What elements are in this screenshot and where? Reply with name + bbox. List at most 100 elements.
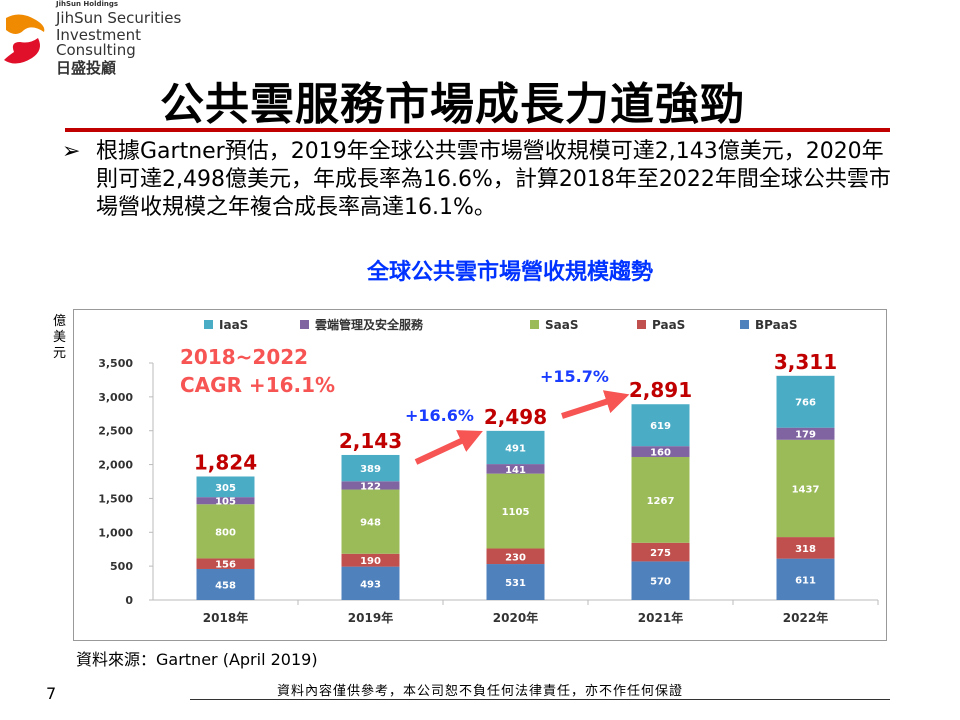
legend-swatch-IaaS (204, 320, 213, 329)
bar-value-label: 141 (505, 465, 526, 476)
growth-arrow-2021 (561, 390, 630, 419)
bullet-text: 根據Gartner預估，2019年全球公共雲市場營收規模可達2,143億美元，2… (96, 139, 891, 220)
bar-雲端管理及安全服務-2021年 (631, 446, 690, 457)
title-divider (65, 128, 890, 132)
legend-label: IaaS (219, 318, 248, 332)
bar-雲端管理及安全服務-2018年 (196, 497, 255, 505)
bar-SaaS-2020年 (486, 473, 545, 549)
y-tick-label: 2,000 (98, 459, 133, 472)
bar-value-label: 179 (795, 430, 816, 441)
logo: JihSun Holdings JihSun Securities Invest… (0, 0, 215, 76)
bar-PaaS-2022年 (776, 537, 835, 559)
x-tick-label: 2019年 (348, 610, 393, 625)
bar-IaaS-2019年 (341, 454, 400, 482)
logo-chinese: 日盛投顧 (56, 59, 117, 77)
bar-value-label: 531 (505, 578, 526, 589)
bar-PaaS-2019年 (341, 553, 400, 567)
bar-SaaS-2021年 (631, 456, 690, 543)
bar-SaaS-2018年 (196, 504, 255, 559)
logo-line1: JihSun Securities (56, 9, 182, 27)
growth-label-2020: +16.6% (405, 406, 474, 425)
bar-BPaaS-2020年 (486, 564, 545, 600)
bar-雲端管理及安全服務-2022年 (776, 427, 835, 440)
disclaimer: 資料內容僅供參考，本公司恕不負任何法律責任，亦不作任何保證 (276, 684, 683, 699)
cagr-label-line2: CAGR +16.1% (180, 373, 335, 397)
bar-SaaS-2022年 (776, 439, 835, 538)
bar-value-label: 1105 (502, 507, 530, 518)
bar-value-label: 305 (215, 483, 236, 494)
bar-value-label: 190 (360, 556, 381, 567)
legend-label: SaaS (545, 318, 578, 332)
bar-PaaS-2020年 (486, 548, 545, 565)
total-label: 1,824 (194, 450, 257, 474)
y-tick-label: 500 (110, 560, 133, 573)
chart-title: 全球公共雲市場營收規模趨勢 (366, 260, 653, 285)
bar-IaaS-2018年 (196, 476, 255, 498)
bar-value-label: 570 (650, 577, 671, 588)
logo-mark-icon (4, 14, 45, 64)
bar-value-label: 493 (360, 579, 381, 590)
footer-divider (190, 699, 890, 700)
y-tick-label: 1,000 (98, 526, 133, 539)
bar-value-label: 491 (505, 443, 526, 454)
total-label: 2,143 (339, 429, 402, 453)
y-tick-label: 2,500 (98, 425, 133, 438)
bar-value-label: 230 (505, 552, 526, 563)
y-tick-label: 1,500 (98, 492, 133, 505)
bar-value-label: 948 (360, 518, 381, 529)
bar-IaaS-2022年 (776, 375, 835, 428)
legend-swatch-PaaS (637, 320, 646, 329)
bar-value-label: 318 (795, 544, 816, 555)
bar-value-label: 619 (650, 421, 671, 432)
bar-value-label: 766 (795, 398, 816, 409)
y-tick-label: 3,500 (98, 357, 133, 370)
bar-BPaaS-2022年 (776, 558, 835, 600)
page-title: 公共雲服務市場成長力道強勁 (160, 79, 745, 130)
chart-frame (73, 309, 887, 641)
logo-line2: Investment Consulting (56, 26, 141, 59)
bar-BPaaS-2018年 (196, 568, 255, 600)
bar-雲端管理及安全服務-2020年 (486, 464, 545, 474)
bar-雲端管理及安全服務-2019年 (341, 481, 400, 490)
bar-value-label: 122 (360, 481, 381, 492)
cagr-label-line1: 2018~2022 (180, 345, 308, 369)
bar-SaaS-2019年 (341, 489, 400, 554)
bullet-point: ➢ 根據Gartner預估，2019年全球公共雲市場營收規模可達2,143億美元… (62, 138, 902, 222)
legend-label: 雲端管理及安全服務 (315, 317, 424, 332)
y-axis-label: 億美元 (53, 314, 67, 361)
growth-arrow-2020 (414, 430, 483, 465)
bar-value-label: 389 (360, 464, 381, 475)
x-tick-label: 2022年 (783, 610, 828, 625)
x-tick-label: 2021年 (638, 610, 683, 625)
y-tick-label: 3,000 (98, 391, 133, 404)
bar-IaaS-2021年 (631, 404, 690, 447)
bar-value-label: 1267 (647, 496, 675, 507)
legend-label: BPaaS (755, 318, 797, 332)
bar-value-label: 160 (650, 448, 671, 459)
total-label: 3,311 (774, 350, 837, 374)
bar-value-label: 800 (215, 527, 236, 538)
bar-value-label: 458 (215, 580, 236, 591)
growth-label-2021: +15.7% (540, 367, 609, 386)
x-tick-label: 2018年 (203, 610, 248, 625)
source-note: 資料來源：Gartner (April 2019) (76, 650, 318, 669)
total-label: 2,498 (484, 405, 547, 429)
x-tick-label: 2020年 (493, 610, 538, 625)
logo-holdings: JihSun Holdings (56, 0, 119, 8)
legend-label: PaaS (652, 318, 685, 332)
bar-BPaaS-2019年 (341, 566, 400, 600)
page-number: 7 (46, 684, 57, 703)
bar-PaaS-2018年 (196, 558, 255, 569)
bar-IaaS-2020年 (486, 430, 545, 465)
bar-value-label: 611 (795, 575, 816, 586)
y-tick-label: 0 (125, 594, 133, 607)
legend-swatch-雲端管理及安全服務 (300, 320, 309, 329)
legend-swatch-SaaS (530, 320, 539, 329)
arrow-bullet-icon: ➢ (62, 139, 81, 164)
bar-value-label: 105 (215, 497, 236, 508)
bar-BPaaS-2021年 (631, 561, 690, 600)
bar-value-label: 156 (215, 560, 236, 571)
bar-PaaS-2021年 (631, 542, 690, 562)
total-label: 2,891 (629, 378, 692, 402)
